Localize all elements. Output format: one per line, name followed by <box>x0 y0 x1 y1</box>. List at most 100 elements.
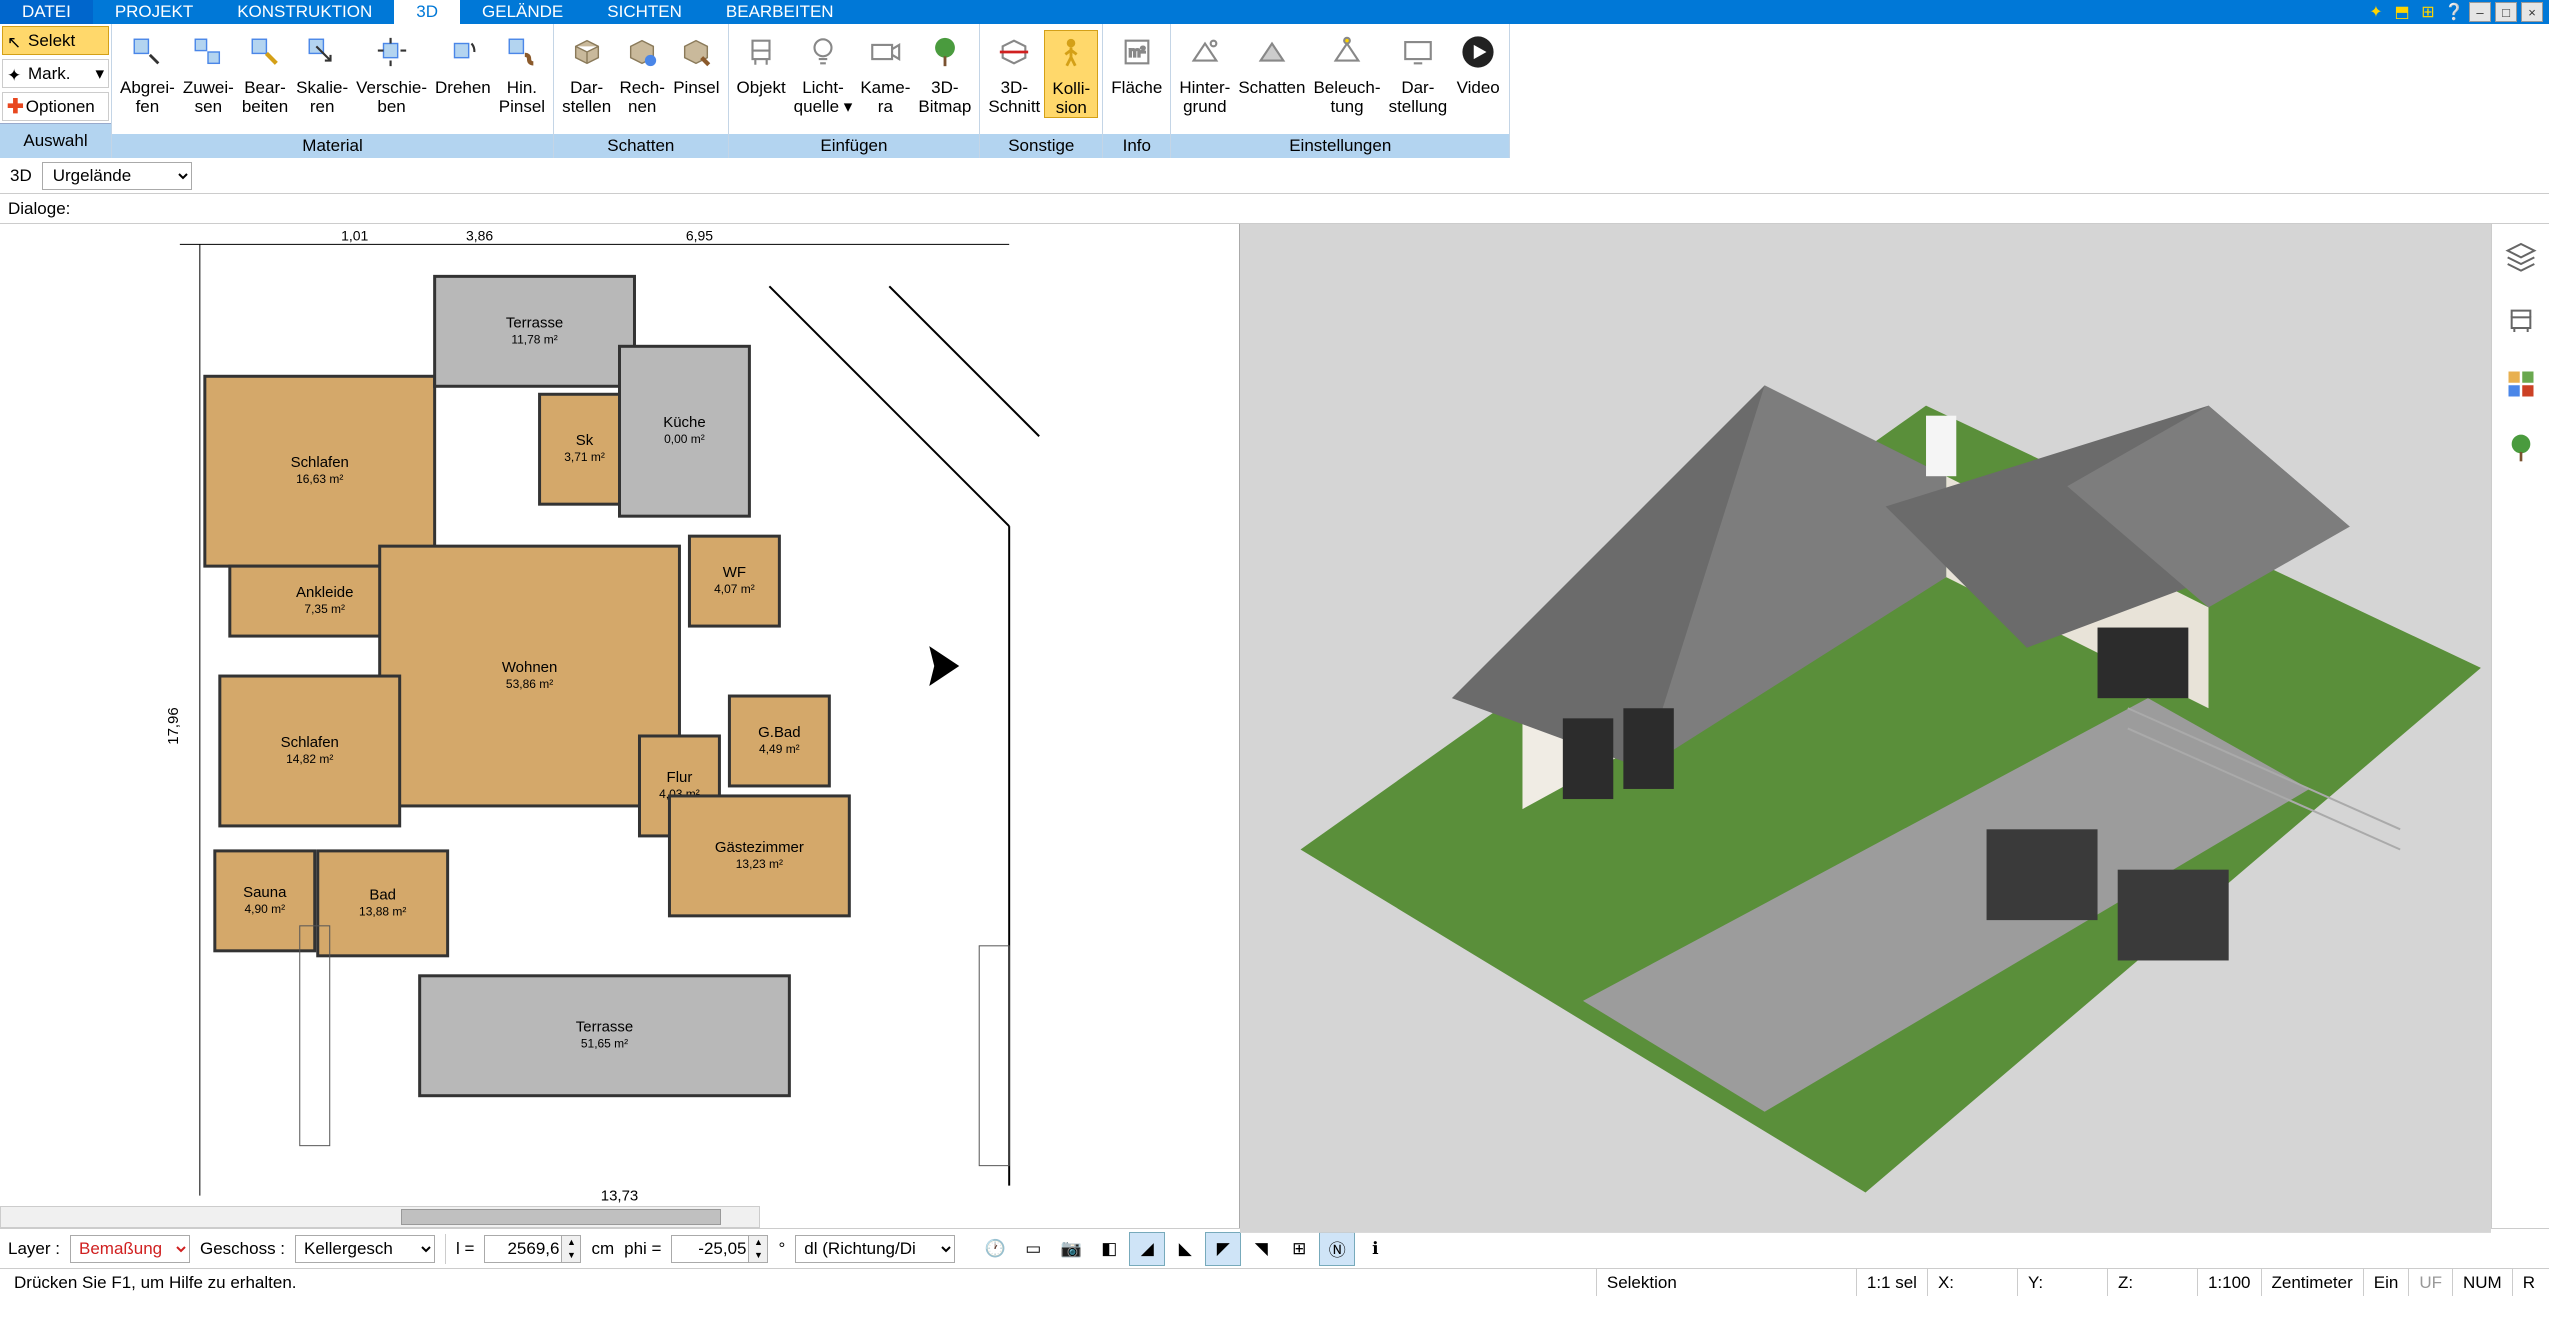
ribbon-btn-section[interactable]: 3D- Schnitt <box>984 30 1044 116</box>
eyedrop-icon <box>125 30 169 74</box>
viewport: Schlafen16,63 m²Terrasse11,78 m²Sk3,71 m… <box>0 224 2549 1228</box>
svg-text:13,73: 13,73 <box>601 1188 638 1205</box>
camera-icon <box>863 30 907 74</box>
section-icon <box>992 30 1036 74</box>
menu-konstruktion[interactable]: KONSTRUKTION <box>215 0 394 24</box>
floorplan-view[interactable]: Schlafen16,63 m²Terrasse11,78 m²Sk3,71 m… <box>0 224 1240 1228</box>
hscroll-thumb[interactable] <box>401 1209 721 1225</box>
svg-text:0,00 m²: 0,00 m² <box>664 432 705 446</box>
ribbon-btn-light[interactable]: Beleuch- tung <box>1309 30 1384 116</box>
cube2-icon <box>620 30 664 74</box>
tool-icon-3[interactable]: ⊞ <box>2417 1 2439 23</box>
furniture-icon[interactable] <box>2501 300 2541 340</box>
bb-grid-icon[interactable]: ⊞ <box>1281 1232 1317 1266</box>
3d-view[interactable] <box>1240 224 2491 1228</box>
ribbon-group-label: Schatten <box>554 134 727 158</box>
ribbon-btn-label: Dar- stellung <box>1389 78 1448 116</box>
close-button[interactable]: × <box>2521 2 2543 22</box>
dl-dropdown[interactable]: dl (Richtung/Di <box>795 1235 955 1263</box>
ribbon-btn-label: Zuwei- sen <box>183 78 234 116</box>
svg-text:Sauna: Sauna <box>243 884 287 901</box>
svg-text:4,90 m²: 4,90 m² <box>244 902 285 916</box>
bb-snap2-icon[interactable]: ◣ <box>1167 1232 1203 1266</box>
urgelaende-dropdown[interactable]: Urgelände <box>42 162 192 190</box>
phi-label: phi = <box>624 1239 661 1259</box>
ribbon-btn-label: Hin. Pinsel <box>499 78 545 116</box>
menu-gelaende[interactable]: GELÄNDE <box>460 0 585 24</box>
bb-n-icon[interactable]: Ⓝ <box>1319 1232 1355 1266</box>
layer-dropdown[interactable]: Bemaßung <box>70 1235 190 1263</box>
ribbon-btn-edit[interactable]: Bear- beiten <box>238 30 292 116</box>
menu-sichten[interactable]: SICHTEN <box>585 0 704 24</box>
floorplan-hscroll[interactable] <box>0 1206 760 1228</box>
person-icon <box>1049 31 1093 75</box>
display-icon <box>1396 30 1440 74</box>
minimize-button[interactable]: – <box>2469 2 2491 22</box>
restore-button[interactable]: □ <box>2495 2 2517 22</box>
ribbon-btn-play[interactable]: Video <box>1451 30 1505 97</box>
ribbon-btn-bulb[interactable]: Licht- quelle ▾ <box>790 30 857 116</box>
bb-clock-icon[interactable]: 🕐 <box>977 1232 1013 1266</box>
geschoss-dropdown[interactable]: Kellergesch <box>295 1235 435 1263</box>
tool-icon-2[interactable]: ⬒ <box>2391 1 2413 23</box>
floorplan-svg: Schlafen16,63 m²Terrasse11,78 m²Sk3,71 m… <box>0 224 1239 1228</box>
ribbon-btn-person[interactable]: Kolli- sion <box>1044 30 1098 118</box>
ribbon-btn-bg[interactable]: Hinter- grund <box>1175 30 1234 116</box>
ribbon-btn-camera[interactable]: Kame- ra <box>856 30 914 116</box>
menu-3d[interactable]: 3D <box>394 0 460 24</box>
sec-3d-label: 3D <box>6 166 36 186</box>
optionen-button[interactable]: ✚Optionen <box>2 92 109 121</box>
bb-info-icon[interactable]: ℹ <box>1357 1232 1393 1266</box>
ribbon-group-material: Abgrei- fenZuwei- senBear- beitenSkalie-… <box>112 24 554 158</box>
menubar: DATEI PROJEKT KONSTRUKTION 3D GELÄNDE SI… <box>0 0 2549 24</box>
chair-icon <box>739 30 783 74</box>
status-uf: UF <box>2408 1269 2452 1296</box>
ribbon-btn-cube2[interactable]: Rech- nen <box>615 30 669 116</box>
menu-datei[interactable]: DATEI <box>0 0 93 24</box>
ribbon-btn-tree[interactable]: 3D- Bitmap <box>914 30 975 116</box>
ribbon-btn-rotate[interactable]: Drehen <box>431 30 495 97</box>
geschoss-label: Geschoss : <box>200 1239 285 1259</box>
ribbon-btn-area[interactable]: m²Fläche <box>1107 30 1166 97</box>
ribbon-btn-brush[interactable]: Hin. Pinsel <box>495 30 549 116</box>
phi-input[interactable] <box>671 1235 749 1263</box>
l-input[interactable] <box>484 1235 562 1263</box>
bb-rect-icon[interactable]: ▭ <box>1015 1232 1051 1266</box>
phi-spinner[interactable]: ▲▼ <box>671 1235 768 1263</box>
selekt-button[interactable]: ↖Selekt <box>2 26 109 55</box>
ribbon-btn-label: Hinter- grund <box>1179 78 1230 116</box>
help-icon[interactable]: ❔ <box>2443 1 2465 23</box>
ribbon-btn-eyedrop[interactable]: Abgrei- fen <box>116 30 179 116</box>
bb-layers-icon[interactable]: ◧ <box>1091 1232 1127 1266</box>
layers-icon[interactable] <box>2501 236 2541 276</box>
ribbon-group-label: Material <box>112 134 553 158</box>
ribbon-btn-shadow[interactable]: Schatten <box>1234 30 1309 97</box>
ribbon-btn-scale[interactable]: Skalie- ren <box>292 30 352 116</box>
bb-snap4-icon[interactable]: ◥ <box>1243 1232 1279 1266</box>
materials-icon[interactable] <box>2501 364 2541 404</box>
bg-icon <box>1183 30 1227 74</box>
ribbon-btn-chair[interactable]: Objekt <box>733 30 790 97</box>
ribbon-btn-cube1[interactable]: Dar- stellen <box>558 30 615 116</box>
l-spinner[interactable]: ▲▼ <box>484 1235 581 1263</box>
svg-text:53,86 m²: 53,86 m² <box>506 677 553 691</box>
svg-text:G.Bad: G.Bad <box>758 724 800 741</box>
tool-icon-1[interactable]: ✦ <box>2365 1 2387 23</box>
svg-text:1,01: 1,01 <box>341 227 368 243</box>
mark-button[interactable]: ✦Mark.▾ <box>2 59 109 88</box>
menu-projekt[interactable]: PROJEKT <box>93 0 215 24</box>
ribbon-btn-assign[interactable]: Zuwei- sen <box>179 30 238 116</box>
scale-icon <box>300 30 344 74</box>
bb-snap1-icon[interactable]: ◢ <box>1129 1232 1165 1266</box>
ribbon-btn-cube3[interactable]: Pinsel <box>669 30 723 97</box>
svg-text:Schlafen: Schlafen <box>291 454 349 471</box>
svg-text:14,82 m²: 14,82 m² <box>286 752 333 766</box>
bb-snap3-icon[interactable]: ◤ <box>1205 1232 1241 1266</box>
svg-text:Schlafen: Schlafen <box>281 734 339 751</box>
plants-icon[interactable] <box>2501 428 2541 468</box>
bb-camera-icon[interactable]: 📷 <box>1053 1232 1089 1266</box>
menu-bearbeiten[interactable]: BEARBEITEN <box>704 0 856 24</box>
ribbon-btn-display[interactable]: Dar- stellung <box>1385 30 1452 116</box>
ribbon-btn-move[interactable]: Verschie- ben <box>352 30 431 116</box>
svg-text:m²: m² <box>1129 44 1146 60</box>
